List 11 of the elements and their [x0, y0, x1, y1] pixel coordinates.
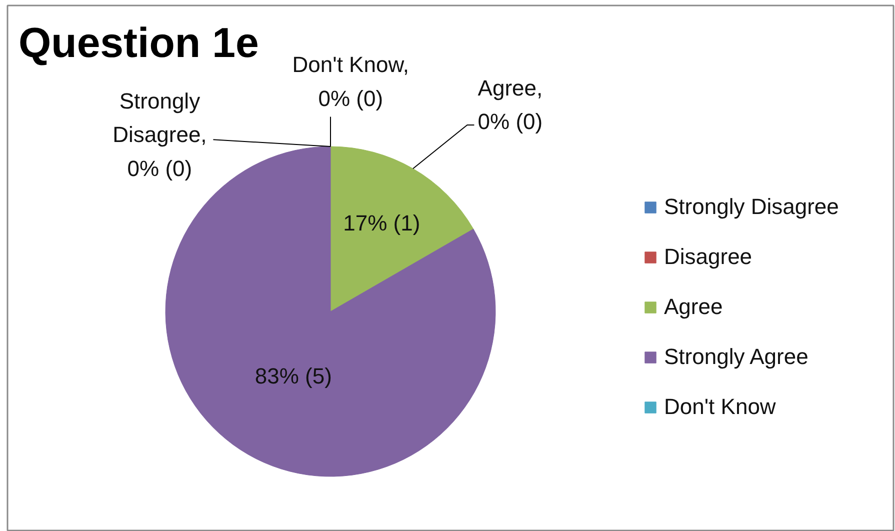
legend-label: Disagree	[664, 244, 752, 270]
data-label: 17% (1)	[343, 210, 420, 236]
data-label: 83% (5)	[254, 363, 332, 388]
legend-label: Strongly Agree	[664, 344, 808, 370]
legend-label: Strongly Disagree	[664, 194, 839, 220]
chart-title: Question 1e	[18, 19, 259, 66]
text: Strongly Disagree, 0% (0)	[112, 88, 207, 181]
legend-label: Agree	[664, 294, 723, 320]
legend-label: Don't Know	[664, 394, 776, 420]
text: Don't Know, 0% (0)	[292, 52, 409, 111]
text: Agree, 0% (0)	[478, 75, 543, 134]
